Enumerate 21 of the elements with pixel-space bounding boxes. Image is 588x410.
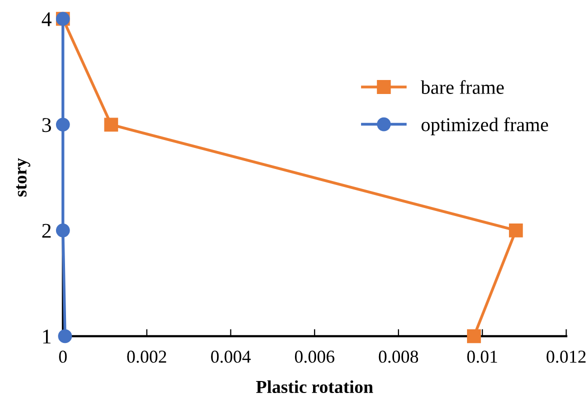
point	[56, 223, 70, 238]
y-tick-label: 2	[42, 224, 51, 238]
point	[508, 223, 523, 238]
y-tick-label: 1	[43, 330, 51, 344]
x-tick-label: 0.006	[294, 350, 334, 363]
point	[56, 118, 70, 132]
point	[467, 329, 481, 344]
x-axis-title: Plastic rotation	[256, 380, 374, 394]
x-tick-label: 0.004	[211, 350, 251, 363]
legend-label: optimized frame	[422, 117, 548, 136]
x-tick-label: 0.002	[127, 350, 166, 363]
x-tick-label: 0.01	[467, 350, 498, 363]
legend-label: bare frame	[420, 80, 504, 94]
x-tick-label: 0.012	[546, 350, 586, 363]
point	[58, 329, 72, 344]
x-tick-label: 0	[59, 350, 67, 363]
y-tick-label: 3	[42, 118, 51, 132]
y-tick-label: 4	[42, 12, 52, 26]
y-axis-title: story	[16, 158, 30, 197]
x-tick-label: 0.008	[378, 350, 418, 363]
point	[104, 118, 118, 132]
